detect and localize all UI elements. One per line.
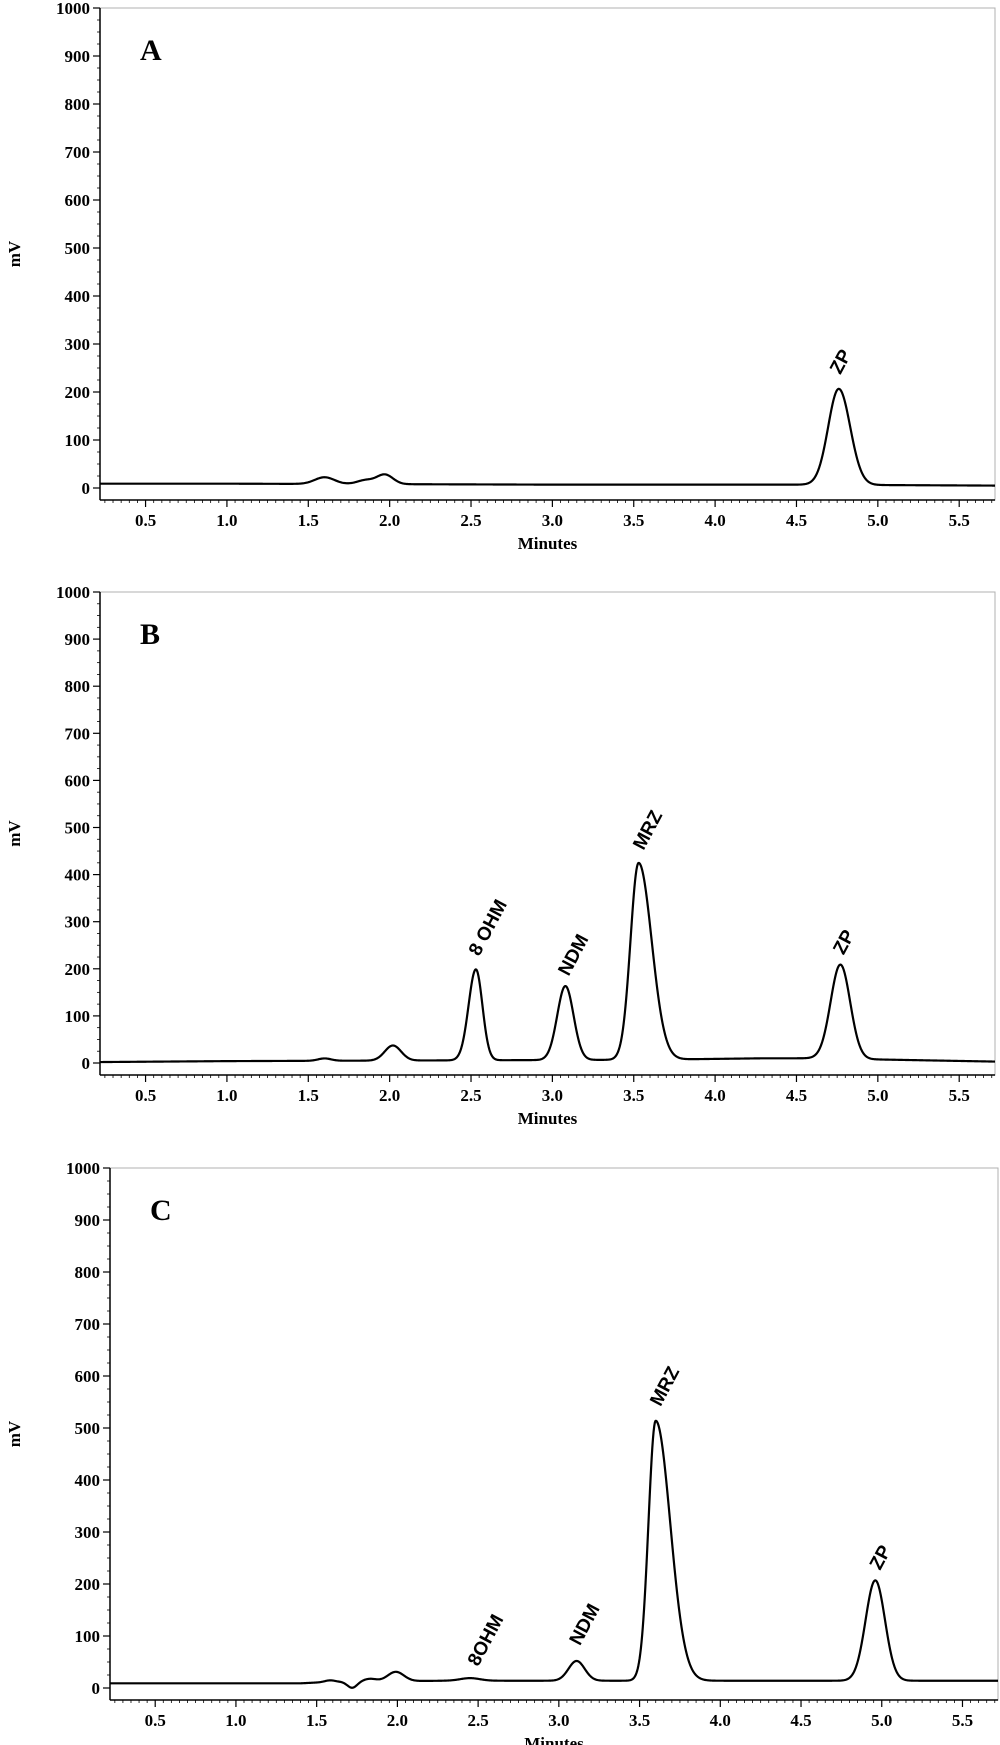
y-tick-label: 700 <box>65 724 91 743</box>
chart-panel-B: 0 100 200 300 400 500 600 700 800 900 1000 0.5 1.0 1.… <box>5 583 996 1128</box>
y-tick-label: 0 <box>82 1054 91 1073</box>
x-tick-label: 1.0 <box>216 511 237 530</box>
x-axis-title: Minutes <box>518 534 578 553</box>
y-tick-label: 300 <box>65 335 91 354</box>
x-tick-label: 4.5 <box>790 1711 811 1730</box>
y-tick-label: 500 <box>75 1419 101 1438</box>
y-tick-label: 600 <box>75 1367 101 1386</box>
y-tick-label: 900 <box>65 630 91 649</box>
y-tick-label: 200 <box>75 1575 101 1594</box>
x-tick-label: 4.0 <box>710 1711 731 1730</box>
panel-label: C <box>150 1194 172 1227</box>
plot-frame <box>99 591 996 1076</box>
y-tick-label: 900 <box>65 47 91 66</box>
peak-label: 8 OHM <box>465 896 512 959</box>
peak-label: MRZ <box>629 807 667 854</box>
x-tick-label: 4.5 <box>786 1086 807 1105</box>
chart-panel-C: 0 100 200 300 400 500 600 700 800 900 1000 0.5 1.0 1.… <box>5 1159 999 1745</box>
chromatogram-trace <box>99 861 996 1064</box>
y-tick-label: 300 <box>65 913 91 932</box>
plot-frame <box>99 7 996 501</box>
peak-label: NDM <box>566 1601 605 1649</box>
y-tick-label: 400 <box>65 866 91 885</box>
x-tick-label: 0.5 <box>135 511 156 530</box>
x-tick-label: 2.5 <box>460 511 481 530</box>
y-tick-label: 700 <box>75 1315 101 1334</box>
chromatogram-trace <box>109 1419 999 1689</box>
x-tick-label: 5.0 <box>867 511 888 530</box>
peak-label: ZP <box>826 346 856 378</box>
x-tick-label: 3.0 <box>548 1711 569 1730</box>
x-tick-label: 4.5 <box>786 511 807 530</box>
y-tick-label: 700 <box>65 143 91 162</box>
y-axis-title: mV <box>5 1420 24 1447</box>
chart-panel-A: 0 100 200 300 400 500 600 700 800 900 1000 0.5 1.0 1.… <box>5 0 996 553</box>
y-tick-label: 100 <box>65 1007 91 1026</box>
y-tick-label: 1000 <box>56 583 90 602</box>
x-axis-title: Minutes <box>518 1109 578 1128</box>
x-tick-label: 5.0 <box>871 1711 892 1730</box>
x-axis-title: Minutes <box>524 1734 584 1745</box>
y-tick-label: 800 <box>75 1263 101 1282</box>
y-axis-title: mV <box>5 820 24 847</box>
x-tick-label: 3.5 <box>629 1711 650 1730</box>
peak-label: 8OHM <box>464 1611 508 1669</box>
x-tick-label: 3.0 <box>542 511 563 530</box>
panel-label: A <box>140 34 162 67</box>
x-tick-label: 5.5 <box>952 1711 973 1730</box>
peak-label: NDM <box>555 931 594 979</box>
x-tick-label: 0.5 <box>135 1086 156 1105</box>
y-tick-label: 400 <box>65 287 91 306</box>
y-axis-title: mV <box>5 240 24 267</box>
x-tick-label: 3.0 <box>542 1086 563 1105</box>
peak-label: ZP <box>830 926 860 958</box>
chromatogram-trace <box>99 387 996 487</box>
panel-label: B <box>140 618 160 651</box>
y-tick-label: 200 <box>65 383 91 402</box>
y-tick-label: 800 <box>65 677 91 696</box>
x-tick-label: 2.5 <box>460 1086 481 1105</box>
x-tick-label: 1.0 <box>225 1711 246 1730</box>
y-tick-label: 400 <box>75 1471 101 1490</box>
x-tick-label: 4.0 <box>704 511 725 530</box>
y-tick-label: 1000 <box>56 0 90 18</box>
x-tick-label: 2.5 <box>467 1711 488 1730</box>
x-tick-label: 3.5 <box>623 1086 644 1105</box>
x-tick-label: 4.0 <box>704 1086 725 1105</box>
y-tick-label: 600 <box>65 191 91 210</box>
x-tick-label: 1.5 <box>306 1711 327 1730</box>
x-tick-label: 5.0 <box>867 1086 888 1105</box>
y-tick-label: 300 <box>75 1523 101 1542</box>
y-tick-label: 800 <box>65 95 91 114</box>
x-tick-label: 3.5 <box>623 511 644 530</box>
y-tick-label: 600 <box>65 771 91 790</box>
y-tick-label: 900 <box>75 1211 101 1230</box>
y-tick-label: 1000 <box>66 1159 100 1178</box>
x-tick-label: 1.5 <box>298 1086 319 1105</box>
y-tick-label: 100 <box>65 431 91 450</box>
x-tick-label: 1.5 <box>298 511 319 530</box>
peak-label: MRZ <box>646 1363 684 1410</box>
y-tick-label: 0 <box>92 1679 101 1698</box>
peak-label: ZP <box>866 1542 896 1574</box>
y-tick-label: 100 <box>75 1627 101 1646</box>
x-tick-label: 2.0 <box>387 1711 408 1730</box>
x-tick-label: 0.5 <box>145 1711 166 1730</box>
y-tick-label: 200 <box>65 960 91 979</box>
y-tick-label: 0 <box>82 479 91 498</box>
x-tick-label: 2.0 <box>379 511 400 530</box>
y-tick-label: 500 <box>65 819 91 838</box>
x-tick-label: 5.5 <box>949 1086 970 1105</box>
x-tick-label: 2.0 <box>379 1086 400 1105</box>
x-tick-label: 5.5 <box>949 511 970 530</box>
x-tick-label: 1.0 <box>216 1086 237 1105</box>
y-tick-label: 500 <box>65 239 91 258</box>
